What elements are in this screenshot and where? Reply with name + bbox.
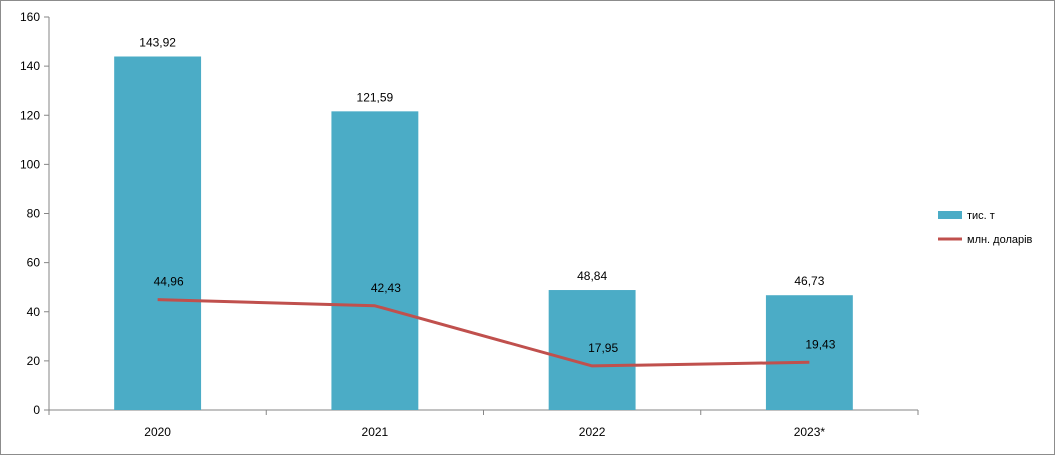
legend-label-line: млн. доларів xyxy=(967,234,1033,246)
y-tick-label: 160 xyxy=(20,10,40,24)
y-tick-label: 120 xyxy=(20,108,40,122)
y-tick-label: 80 xyxy=(27,207,41,221)
legend-swatch-bar xyxy=(938,211,962,219)
bar xyxy=(331,111,419,411)
bar xyxy=(114,56,202,411)
line-series xyxy=(157,298,810,368)
bar-data-label: 121,59 xyxy=(357,90,394,104)
y-tick-label: 20 xyxy=(27,354,41,368)
line-data-label: 44,96 xyxy=(154,275,184,289)
bar-data-label: 46,73 xyxy=(794,274,824,288)
y-tick-label: 100 xyxy=(20,157,40,171)
y-tick-label: 0 xyxy=(33,403,40,417)
data-labels: 143,92 121,59 48,84 46,73 44,96 42,43 17,95 19,… xyxy=(139,35,835,354)
bar xyxy=(548,290,636,410)
legend-label-bar: тис. т xyxy=(967,210,995,222)
x-tick-label: 2020 xyxy=(144,425,171,439)
bar xyxy=(765,295,853,410)
y-tick-label: 60 xyxy=(27,256,41,270)
bar-series xyxy=(114,56,853,411)
line-data-label: 42,43 xyxy=(371,281,401,295)
bar-data-label: 143,92 xyxy=(139,35,176,49)
x-tick-label: 2023* xyxy=(794,425,826,439)
y-tick-label: 140 xyxy=(20,59,40,73)
x-tick-label: 2021 xyxy=(362,425,389,439)
y-tick-label: 40 xyxy=(27,305,41,319)
line-data-label: 17,95 xyxy=(588,341,618,355)
x-tick-label: 2022 xyxy=(579,425,606,439)
line-path xyxy=(157,298,810,368)
legend: тис. т млн. доларів xyxy=(938,210,1033,246)
line-data-label: 19,43 xyxy=(805,337,835,351)
bar-data-label: 48,84 xyxy=(577,269,607,283)
